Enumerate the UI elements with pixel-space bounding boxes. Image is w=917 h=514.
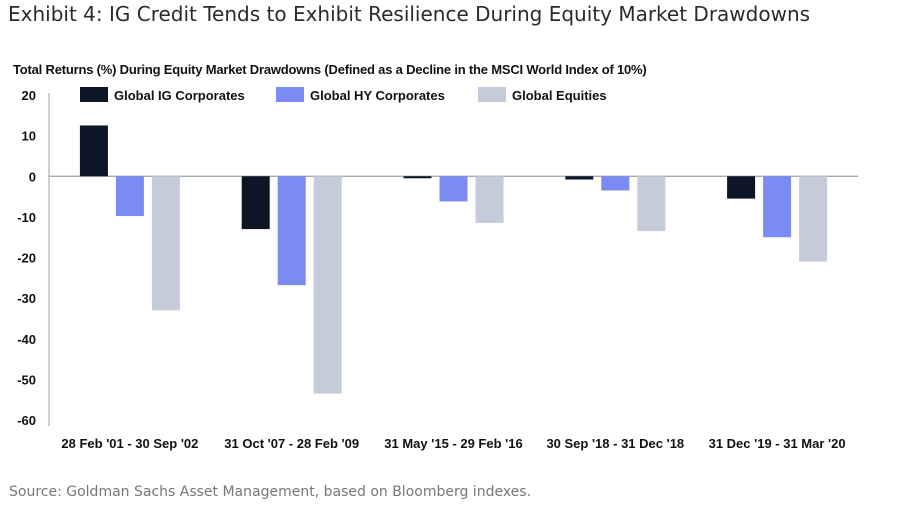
source-note: Source: Goldman Sachs Asset Management, … — [9, 484, 532, 500]
legend-swatch — [478, 87, 506, 102]
bar-global-equities-0 — [151, 176, 180, 311]
legend-swatch — [276, 87, 304, 102]
legend-swatch — [80, 87, 108, 102]
y-tick-label: 0 — [29, 169, 36, 184]
bar-global-hy-corporates-4 — [763, 176, 792, 238]
x-category-label: 30 Sep '18 - 31 Dec '18 — [546, 436, 684, 451]
chart-title: Total Returns (%) During Equity Market D… — [13, 62, 647, 77]
bar-global-ig-corporates-4 — [727, 176, 756, 199]
bar-global-ig-corporates-3 — [565, 176, 594, 180]
bar-global-hy-corporates-3 — [601, 176, 630, 191]
legend: Global IG Corporates Global HY Corporates… — [80, 87, 607, 103]
exhibit-title: Exhibit 4: IG Credit Tends to Exhibit Re… — [8, 2, 811, 26]
y-tick-label: -30 — [17, 291, 36, 306]
legend-label: Global Equities — [512, 88, 607, 103]
bars — [79, 125, 828, 394]
bar-global-equities-3 — [637, 176, 666, 232]
x-category-label: 31 Dec '19 - 31 Mar '20 — [709, 436, 846, 451]
bar-global-ig-corporates-1 — [241, 176, 270, 230]
bar-global-equities-2 — [475, 176, 504, 223]
legend-label: Global HY Corporates — [310, 88, 445, 103]
y-tick-label: 10 — [22, 129, 36, 144]
bar-global-hy-corporates-1 — [277, 176, 306, 286]
bar-global-ig-corporates-0 — [79, 125, 108, 177]
y-tick-label: -40 — [17, 332, 36, 347]
y-tick-label: -20 — [17, 251, 36, 266]
x-category-label: 31 May '15 - 29 Feb '16 — [384, 436, 522, 451]
legend-label: Global IG Corporates — [114, 88, 245, 103]
y-tick-label: 20 — [22, 88, 36, 103]
x-category-label: 31 Oct '07 - 28 Feb '09 — [224, 436, 359, 451]
bar-global-ig-corporates-2 — [403, 176, 432, 179]
y-tick-label: -60 — [17, 413, 36, 428]
bar-global-hy-corporates-0 — [115, 176, 144, 217]
y-axis: 20 10 0 -10 -20 -30 -40 -50 -60 — [17, 88, 858, 428]
y-tick-label: -50 — [17, 372, 36, 387]
bar-global-equities-4 — [799, 176, 828, 262]
y-tick-label: -10 — [17, 210, 36, 225]
bar-global-hy-corporates-2 — [439, 176, 468, 202]
x-category-label: 28 Feb '01 - 30 Sep '02 — [61, 436, 198, 451]
bar-global-equities-1 — [313, 176, 342, 394]
x-axis-labels: 28 Feb '01 - 30 Sep '02 31 Oct '07 - 28 F… — [61, 436, 845, 451]
